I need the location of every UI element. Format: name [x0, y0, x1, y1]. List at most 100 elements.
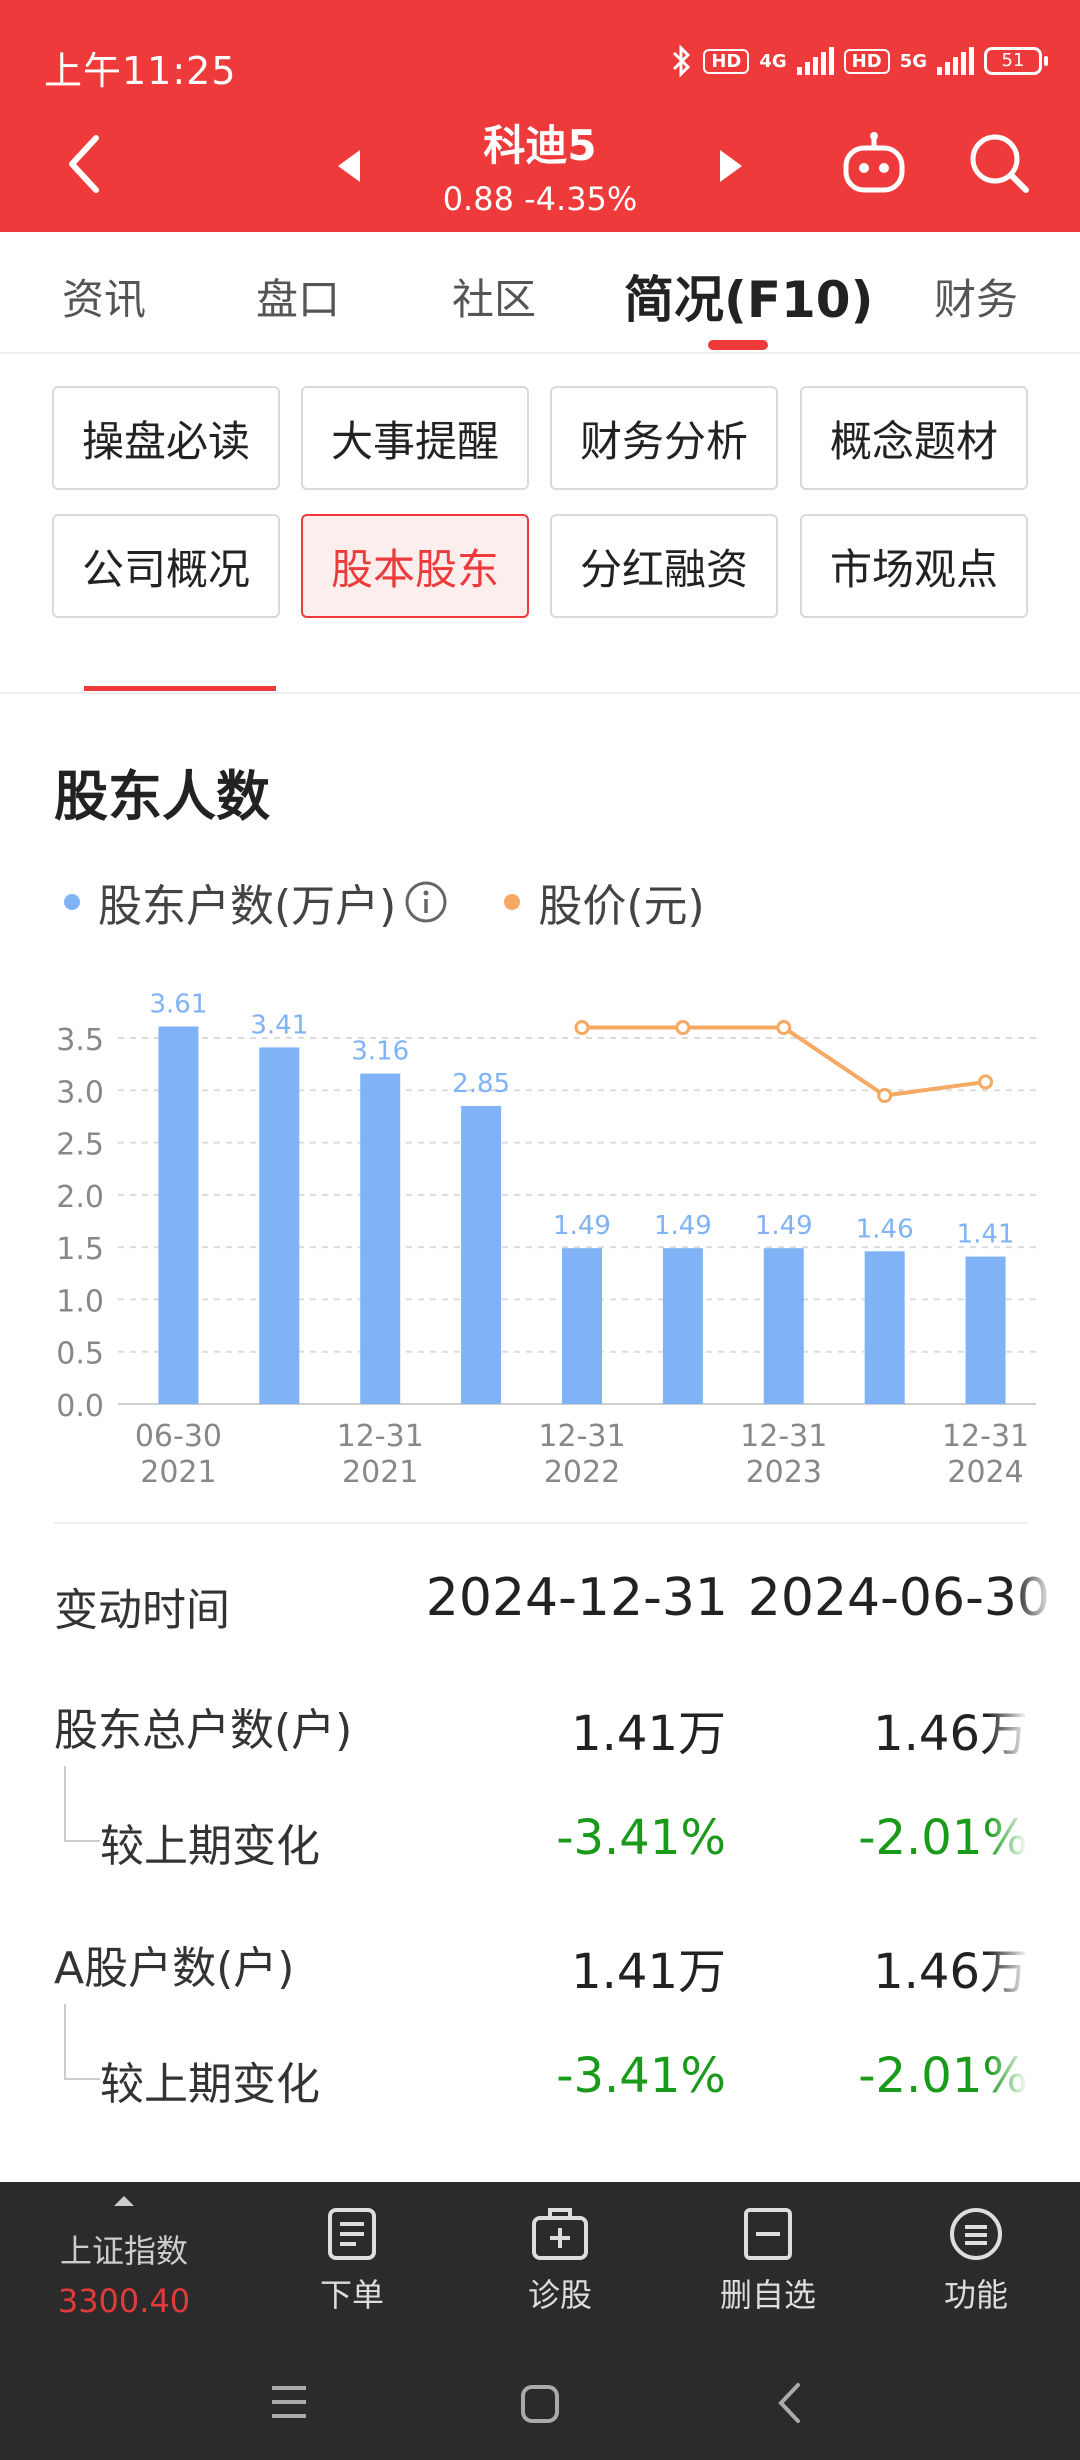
bar — [360, 1073, 401, 1404]
system-nav-bar — [0, 2346, 1080, 2460]
price-point — [877, 1088, 893, 1104]
row-value-1: -3.41% — [556, 1810, 726, 1866]
tab-orderbook[interactable]: 盘口 — [256, 275, 341, 324]
robot-assistant-icon[interactable] — [838, 128, 910, 200]
diagnose-button[interactable]: 诊股 — [480, 2206, 640, 2316]
order-label: 下单 — [319, 2276, 384, 2314]
battery-level: 51 — [984, 47, 1042, 75]
table-row: 股东总户数(户) 1.41万 1.46万 — [0, 1694, 1080, 1774]
chart-legend: 股东户数(万户) 股价(元) — [64, 870, 705, 934]
remove-watchlist-button[interactable]: 删自选 — [688, 2206, 848, 2316]
category-dividends[interactable]: 分红融资 — [550, 514, 778, 618]
order-button[interactable]: 下单 — [272, 2206, 432, 2316]
category-trading-guide[interactable]: 操盘必读 — [52, 386, 280, 490]
category-company-profile[interactable]: 公司概况 — [52, 514, 280, 618]
bar-data-label: 1.41 — [957, 1220, 1015, 1250]
table-row: 较上期变化 -3.41% -2.01% — [0, 2048, 1080, 2128]
diagnose-label: 诊股 — [527, 2276, 592, 2314]
category-financial-analysis[interactable]: 财务分析 — [550, 386, 778, 490]
status-time: 上午11:25 — [44, 49, 237, 93]
price-point — [574, 1020, 590, 1036]
bar-data-label: 1.49 — [755, 1211, 813, 1241]
bar — [763, 1248, 804, 1404]
bar-data-label: 2.85 — [452, 1069, 510, 1099]
tab-finance[interactable]: 财务 — [934, 275, 1019, 324]
x-tick-label: 12-31 — [942, 1419, 1029, 1454]
divider — [54, 1522, 1028, 1524]
prev-stock-icon[interactable] — [334, 146, 364, 186]
y-tick-label: 1.0 — [56, 1284, 104, 1319]
bar — [662, 1248, 703, 1404]
legend-price[interactable]: 股价(元) — [504, 870, 705, 934]
category-concepts[interactable]: 概念题材 — [800, 386, 1028, 490]
back-arrow-icon[interactable] — [64, 132, 104, 196]
shareholder-chart: 0.0 0.5 1.0 1.5 2.0 2.5 3.0 3.5 3.61 3.41 3.16 2.85… — [56, 989, 1036, 1490]
network-type-1: 4G — [759, 50, 787, 72]
y-tick-label: 0.5 — [56, 1337, 104, 1372]
bar — [158, 1026, 199, 1404]
section-title: 股东人数 — [54, 765, 270, 828]
legend-holders-label: 股东户数(万户) — [98, 881, 397, 932]
next-stock-icon[interactable] — [716, 146, 746, 186]
bar — [461, 1105, 502, 1404]
row-label: 股东总户数(户) — [54, 1705, 353, 1756]
x-tick-label: 2021 — [140, 1455, 216, 1490]
legend-holders[interactable]: 股东户数(万户) — [64, 870, 448, 934]
y-tick-label: 2.5 — [56, 1128, 104, 1163]
stock-name: 科迪5 — [483, 121, 597, 170]
category-events[interactable]: 大事提醒 — [301, 386, 529, 490]
battery-icon: 51 — [984, 47, 1048, 75]
row-label: 较上期变化 — [100, 2059, 320, 2110]
bar-data-label: 1.49 — [654, 1211, 712, 1241]
tab-f10[interactable]: 简况(F10) — [624, 271, 874, 329]
legend-holders-dot — [64, 894, 80, 910]
price-point — [776, 1020, 792, 1036]
x-tick-label: 12-31 — [740, 1419, 827, 1454]
x-tick-label: 06-30 — [135, 1419, 222, 1454]
system-back-icon[interactable] — [776, 2382, 802, 2424]
search-icon[interactable] — [966, 130, 1032, 196]
legend-price-label: 股价(元) — [538, 881, 705, 932]
menu-circle-icon — [950, 2208, 1002, 2260]
y-tick-label: 1.5 — [56, 1232, 104, 1267]
functions-button[interactable]: 功能 — [896, 2206, 1056, 2316]
tree-connector — [64, 1766, 100, 1842]
hd-badge-2: HD — [843, 48, 890, 74]
bar — [965, 1256, 1006, 1404]
date-col-1: 2024-12-31 — [425, 1568, 728, 1628]
y-tick-label: 2.0 — [56, 1180, 104, 1215]
divider — [0, 692, 1080, 694]
change-date-label: 变动时间 — [54, 1585, 230, 1636]
app-header: 上午11:25 HD 4G HD 5G 51 科迪5 0.88 -4.35% — [0, 0, 1080, 232]
y-tick-label: 3.0 — [56, 1075, 104, 1110]
row-value-1: 1.41万 — [571, 1944, 726, 2000]
table-row: 较上期变化 -3.41% -2.01% — [0, 1810, 1080, 1890]
tab-news[interactable]: 资讯 — [62, 275, 147, 324]
table-row: A股户数(户) 1.41万 1.46万 — [0, 1932, 1080, 2012]
bar-data-label: 1.49 — [553, 1211, 611, 1241]
x-tick-label: 2022 — [544, 1455, 620, 1490]
row-value-1: -3.41% — [556, 2048, 726, 2104]
recent-apps-icon[interactable] — [270, 2384, 308, 2420]
bar — [562, 1248, 602, 1404]
row-label: A股户数(户) — [54, 1943, 295, 1994]
y-tick-label: 3.5 — [56, 1023, 104, 1058]
info-icon[interactable] — [404, 880, 448, 924]
index-expand-icon[interactable] — [112, 2194, 136, 2208]
status-icons: HD 4G HD 5G 51 — [671, 44, 1048, 78]
x-tick-label: 12-31 — [337, 1419, 424, 1454]
legend-price-dot — [504, 894, 521, 910]
category-shareholders[interactable]: 股本股东 — [301, 514, 529, 618]
bar-data-label: 3.61 — [149, 989, 207, 1019]
home-icon[interactable] — [520, 2384, 560, 2424]
bar-data-label: 1.46 — [856, 1214, 914, 1244]
index-name[interactable]: 上证指数 — [59, 2232, 188, 2270]
price-point — [978, 1074, 994, 1090]
tab-community[interactable]: 社区 — [452, 275, 537, 324]
tab-bar: 资讯 盘口 社区 简况(F10) 财务 — [0, 232, 1080, 354]
active-tab-indicator — [708, 340, 768, 350]
category-market-views[interactable]: 市场观点 — [800, 514, 1028, 618]
index-value: 3300.40 — [57, 2282, 191, 2320]
date-col-2: 2024-06-30 — [747, 1568, 1050, 1628]
x-tick-label: 2021 — [342, 1455, 418, 1490]
